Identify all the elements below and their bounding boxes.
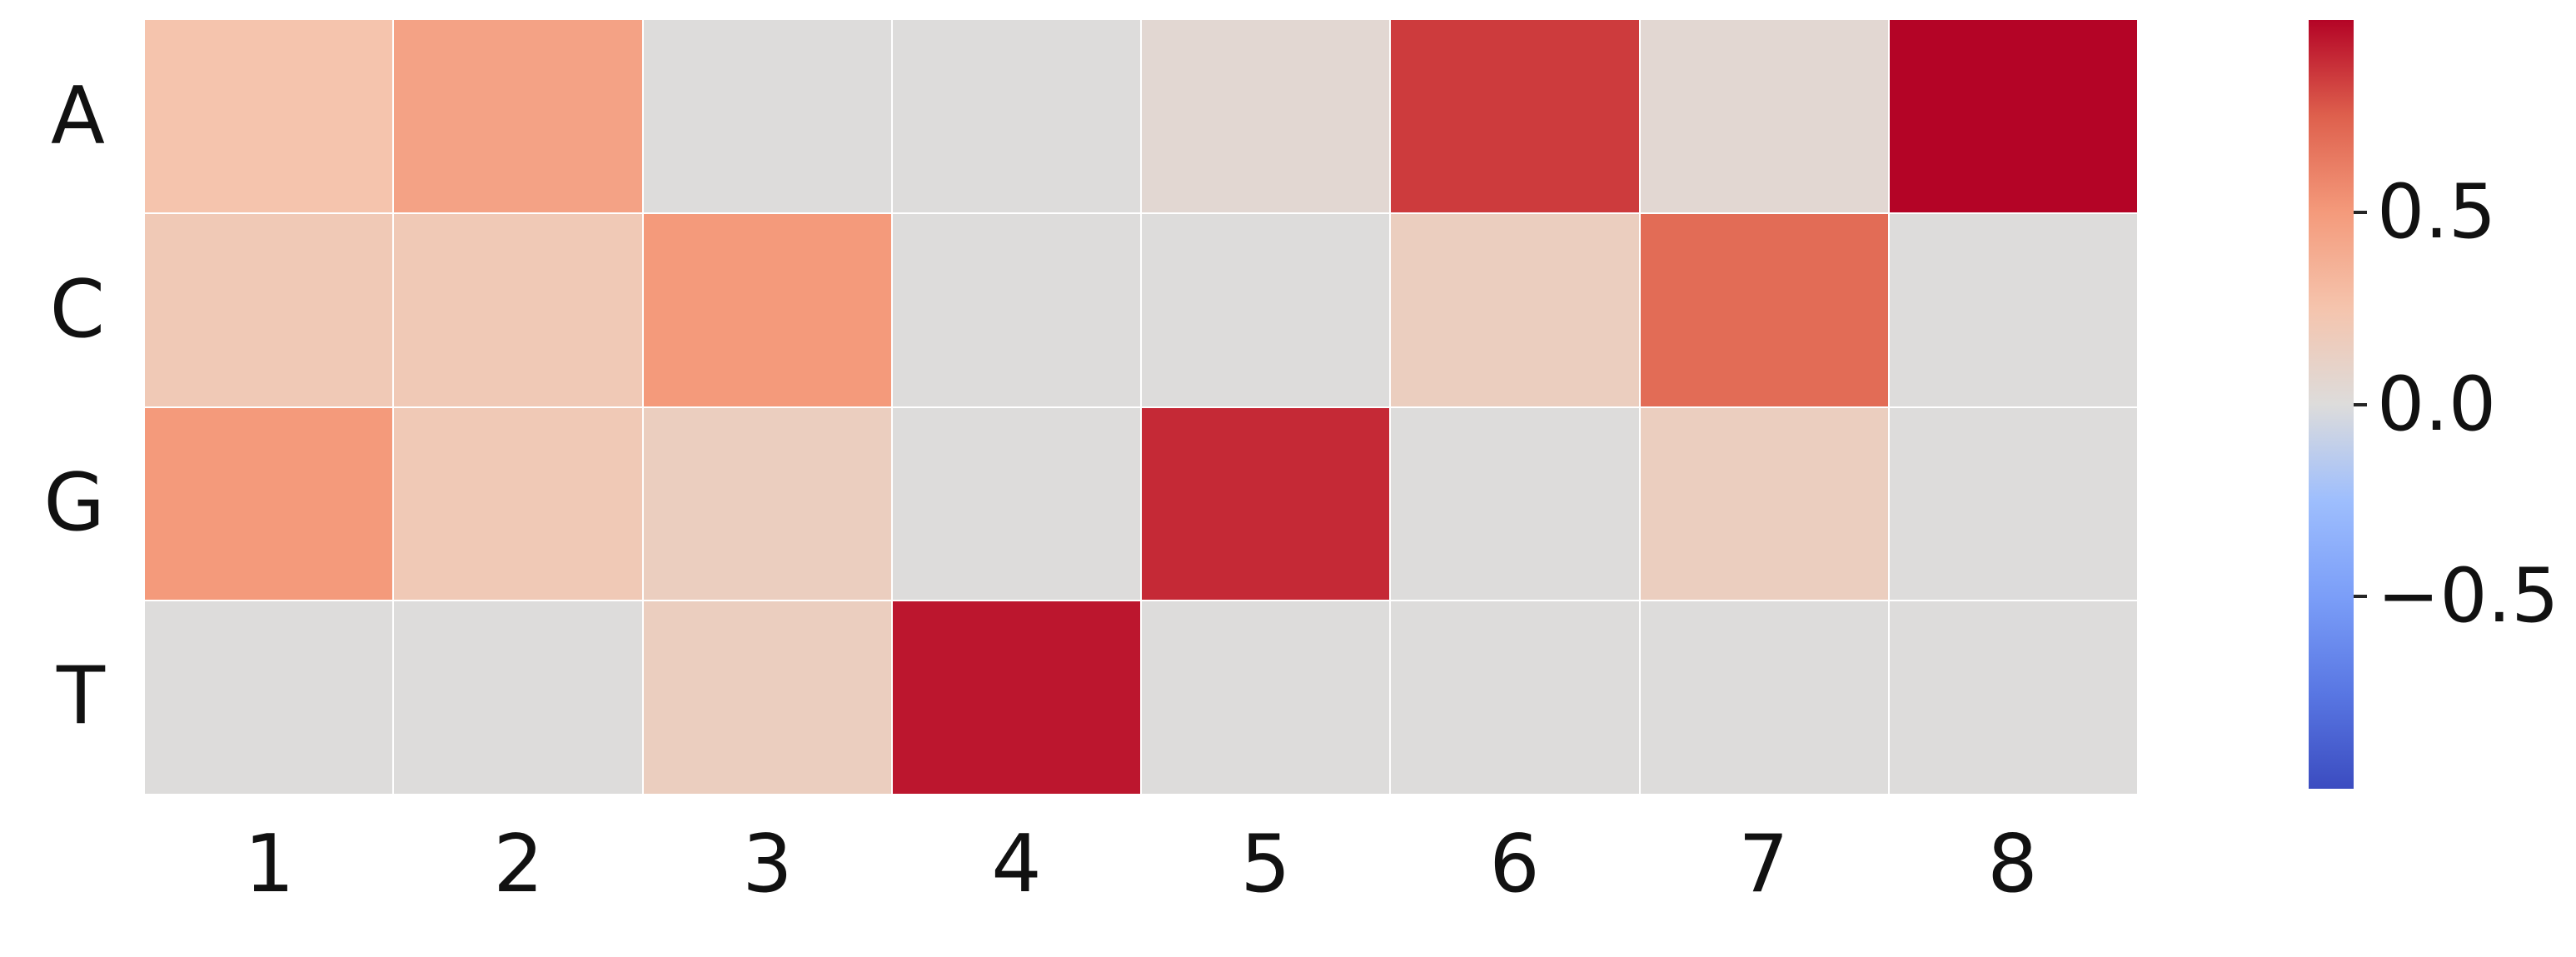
y-axis-labels: A C G T <box>0 20 127 794</box>
y-tick-label: T <box>56 650 105 743</box>
heatmap-cell <box>145 213 393 406</box>
x-tick-label: 6 <box>1489 818 1540 910</box>
heatmap-cell <box>643 601 891 794</box>
heatmap-cell <box>1889 407 2137 601</box>
heatmap-cell <box>1889 601 2137 794</box>
heatmap-cell <box>643 213 891 406</box>
x-axis-labels: 1 2 3 4 5 6 7 8 <box>145 798 2137 931</box>
heatmap-cell <box>1640 601 1888 794</box>
colorbar-tick <box>2354 402 2367 406</box>
heatmap-cell <box>145 601 393 794</box>
heatmap-cell <box>892 213 1140 406</box>
heatmap-cell <box>1142 407 1390 601</box>
colorbar-tick-label: 0.0 <box>2377 360 2497 448</box>
heatmap-cell <box>1142 20 1390 212</box>
heatmap-cell <box>145 407 393 601</box>
y-tick-label: C <box>49 263 105 356</box>
heatmap-cell <box>1391 20 1639 212</box>
heatmap-cell <box>643 407 891 601</box>
heatmap-grid <box>145 20 2137 794</box>
x-tick-label: 3 <box>742 818 793 910</box>
colorbar-tick <box>2354 210 2367 214</box>
heatmap-cell <box>1391 601 1639 794</box>
heatmap-cell <box>1889 20 2137 212</box>
x-tick-label: 5 <box>1240 818 1291 910</box>
heatmap-cell <box>1640 407 1888 601</box>
y-tick-label: A <box>51 70 105 162</box>
heatmap-cell <box>643 20 891 212</box>
y-tick-label: G <box>43 457 105 550</box>
heatmap-cell <box>1640 20 1888 212</box>
heatmap-cell <box>1889 213 2137 406</box>
x-tick-label: 4 <box>991 818 1042 910</box>
colorbar-tick <box>2354 595 2367 599</box>
heatmap-cell <box>394 601 642 794</box>
heatmap-cell <box>394 213 642 406</box>
heatmap-cell <box>892 407 1140 601</box>
x-tick-label: 1 <box>244 818 295 910</box>
colorbar: 0.5 0.0 −0.5 <box>2309 20 2559 789</box>
x-tick-label: 8 <box>1987 818 2038 910</box>
x-tick-label: 7 <box>1738 818 1789 910</box>
x-tick-label: 2 <box>493 818 544 910</box>
heatmap-cell <box>1391 407 1639 601</box>
colorbar-tick-label: −0.5 <box>2377 552 2559 640</box>
colorbar-tick-label: 0.5 <box>2377 167 2497 256</box>
heatmap-cell <box>1142 213 1390 406</box>
heatmap-cell <box>1640 213 1888 406</box>
heatmap-cell <box>892 20 1140 212</box>
heatmap-cell <box>892 601 1140 794</box>
heatmap-cell <box>1142 601 1390 794</box>
heatmap-cell <box>394 20 642 212</box>
heatmap-cell <box>145 20 393 212</box>
heatmap-cell <box>1391 213 1639 406</box>
heatmap-cell <box>394 407 642 601</box>
